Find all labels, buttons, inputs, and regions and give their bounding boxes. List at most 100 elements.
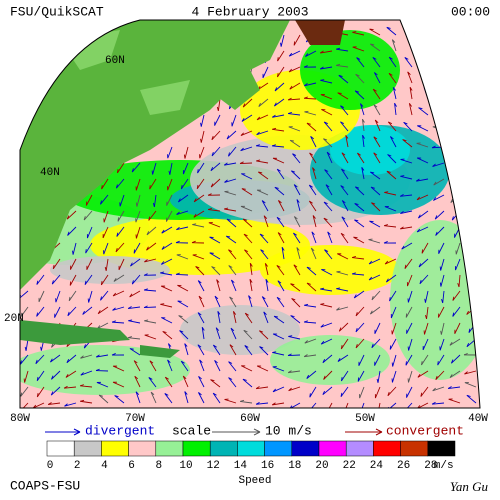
wind-arrow [341,168,349,180]
wind-arrow [115,242,125,253]
wind-arrow [296,247,301,260]
arrow-head [375,428,383,436]
wind-arrow [454,258,461,271]
wind-arrow [199,146,205,159]
wind-arrow [224,190,237,196]
wind-arrow [249,262,253,276]
wind-arrow [325,184,333,196]
wind-arrow [338,322,349,332]
wind-arrow [287,97,301,101]
wind-arrow [86,258,93,271]
wind-arrow [323,217,333,228]
lon-label: 80W [10,413,30,425]
wind-arrow [248,295,253,308]
wind-arrow [438,242,445,254]
wind-arrow [49,354,61,363]
wind-arrow [311,231,317,244]
wind-arrow [433,178,445,186]
wind-arrow [303,65,317,68]
header-left: FSU/QuikSCAT [10,4,104,19]
wind-arrow [394,102,397,116]
wind-arrow [128,319,141,324]
wind-arrow [201,326,205,340]
wind-arrow [69,258,77,270]
wind-arrow [449,338,461,346]
wind-arrow [304,110,317,116]
wind-arrow [289,82,301,90]
wind-arrow [228,377,237,388]
wind-arrow [384,205,397,212]
wind-arrow [272,386,285,393]
wind-arrow [455,242,461,255]
land-low [60,30,190,115]
wind-arrow [407,370,413,383]
header-date: 4 February 2003 [191,4,308,19]
wind-arrow [229,344,237,356]
wind-arrow [80,399,93,404]
wind-arrow [369,171,381,180]
wind-arrow [36,386,45,398]
wind-arrow [432,386,445,392]
wind-arrow [368,258,381,265]
wind-arrow [323,121,333,132]
wind-arrow [404,57,413,68]
wind-arrow [341,152,349,164]
colorbar-label: 18 [288,460,301,472]
arrow-head [73,428,81,436]
wind-arrow [418,258,429,268]
wind-arrow [417,210,429,219]
wind-arrow [423,322,429,335]
wind-arrow [257,171,269,180]
wind-arrow [421,242,429,254]
wind-arrow [287,112,301,116]
wind-arrow [66,210,77,220]
wind-arrow [384,258,397,265]
wind-arrow [52,258,61,270]
wind-arrow [65,370,77,378]
wind-arrow [214,114,221,126]
wind-arrow [50,386,61,396]
colorbar-label: 12 [207,460,220,472]
colorbar-label: 4 [101,460,108,472]
wind-arrow [116,226,125,237]
lat-label: 20N [4,313,24,325]
arrow-head [253,428,261,436]
wind-arrow [167,359,173,372]
wind-arrow [448,398,461,404]
wind-arrow [36,274,45,285]
wind-arrow [135,210,141,223]
wind-arrow [352,46,365,52]
wind-arrow [304,338,317,344]
wind-arrow [441,290,445,304]
lon-label: 40W [468,413,488,425]
wind-arrow [391,370,397,383]
wind-arrow [144,258,157,263]
wind-arrow [115,178,125,189]
lon-label: 70W [125,413,145,425]
wind-arrow [400,210,413,215]
wind-arrow [216,279,221,292]
wind-arrow [149,360,157,372]
wind-arrow [304,82,317,87]
wind-arrow [35,354,45,365]
wind-arrow [358,354,365,367]
wind-arrow [361,166,365,180]
wind-arrow [160,285,173,292]
wind-arrow [387,154,397,164]
wind-arrow [224,207,237,212]
wind-arrow [162,331,173,340]
wind-arrow [135,226,141,239]
wind-arrow [322,386,333,396]
wind-arrow [376,370,381,383]
wind-arrow [320,79,333,84]
wind-arrow [288,66,301,73]
wind-arrow [432,162,445,167]
wind-arrow [303,320,317,324]
wind-arrow [437,354,445,366]
colorbar-cell [291,440,320,457]
wind-arrow [336,270,349,276]
wind-arrow [373,136,381,148]
colorbar-cell [101,440,129,457]
wind-arrow [271,402,285,406]
wind-arrow [119,194,125,207]
